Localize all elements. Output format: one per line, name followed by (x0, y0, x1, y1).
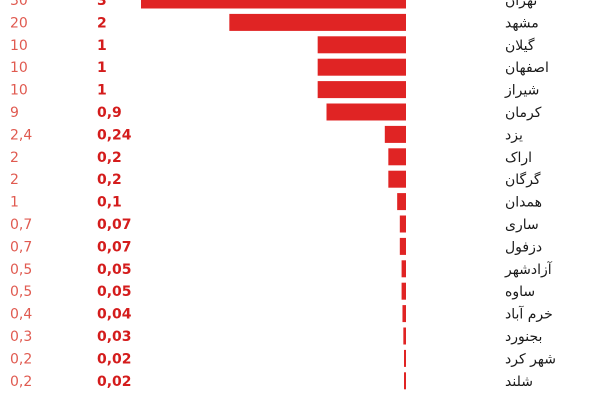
value-label-col1: 0,5 (10, 262, 32, 278)
value-label-col2: 2 (97, 15, 107, 31)
bar-1 (229, 13, 406, 31)
bar-4 (317, 81, 406, 99)
bar-17 (404, 372, 406, 390)
value-label-col1: 2 (10, 172, 19, 188)
value-label-col2: 0,05 (97, 284, 132, 300)
value-label-col1: 10 (10, 83, 28, 99)
value-label-col2: 0,24 (97, 127, 132, 143)
category-label: بجنورد (505, 329, 542, 345)
value-label-col1: 0,5 (10, 284, 32, 300)
category-label: خرم آباد (505, 306, 553, 323)
category-label: تهران (505, 0, 537, 9)
category-label: آزادشهر (504, 261, 553, 278)
value-label-col1: 10 (10, 60, 28, 76)
value-label-col1: 0,7 (10, 217, 32, 233)
category-label: همدان (505, 195, 542, 211)
bar-15 (403, 327, 406, 345)
bar-8 (388, 170, 406, 188)
value-label-col2: 0,2 (97, 172, 122, 188)
value-label-col1: 2,4 (10, 127, 32, 143)
value-label-col2: 0,05 (97, 262, 132, 278)
category-label: دزفول (505, 239, 542, 255)
bar-6 (384, 125, 406, 143)
category-label: شلند (505, 374, 533, 390)
category-label: کرمان (505, 105, 542, 121)
value-label-col2: 0,03 (97, 329, 132, 345)
value-label-col1: 0,2 (10, 351, 32, 367)
value-label-col1: 20 (10, 15, 28, 31)
category-label: مشهد (505, 15, 539, 31)
value-label-col2: 0,04 (97, 307, 132, 323)
category-label: ساوه (505, 284, 535, 300)
value-label-col2: 0,07 (97, 217, 132, 233)
value-label-col2: 0,02 (97, 374, 132, 390)
value-label-col1: 1 (10, 195, 19, 211)
bar-5 (326, 103, 406, 121)
bar-2 (317, 36, 406, 54)
category-label: یزد (505, 127, 523, 143)
bar-12 (401, 260, 406, 278)
value-label-col2: 0,07 (97, 239, 132, 255)
bar-10 (399, 215, 406, 233)
category-label: اراک (505, 150, 532, 166)
bar-3 (317, 58, 406, 76)
value-label-col1: 0,2 (10, 374, 32, 390)
value-label-col2: 1 (97, 38, 107, 54)
value-label-col1: 0,3 (10, 329, 32, 345)
category-label: گرگان (505, 171, 541, 188)
category-label: اصفهان (505, 60, 549, 76)
value-label-col2: 1 (97, 60, 107, 76)
bar-7 (388, 148, 406, 166)
value-label-col1: 9 (10, 105, 19, 121)
value-label-col2: 0,2 (97, 150, 122, 166)
value-label-col1: 2 (10, 150, 19, 166)
category-label: ساری (505, 217, 539, 233)
value-label-col1: 30 (10, 0, 28, 9)
bar-0 (141, 0, 406, 9)
value-label-col2: 1 (97, 83, 107, 99)
value-label-col1: 10 (10, 38, 28, 54)
value-label-col2: 0,02 (97, 351, 132, 367)
bar-16 (404, 349, 406, 367)
value-label-col1: 0,7 (10, 239, 32, 255)
value-label-col1: 0,4 (10, 307, 32, 323)
value-label-col2: 0,1 (97, 195, 122, 211)
bar-11 (399, 237, 406, 255)
category-label: شهر کرد (505, 351, 556, 367)
bar-14 (402, 305, 406, 323)
category-label: گیلان (505, 37, 535, 54)
bar-13 (401, 282, 406, 300)
value-label-col2: 3 (97, 0, 107, 9)
bar-9 (397, 193, 406, 211)
value-label-col2: 0,9 (97, 105, 122, 121)
category-label: شیراز (504, 83, 539, 99)
